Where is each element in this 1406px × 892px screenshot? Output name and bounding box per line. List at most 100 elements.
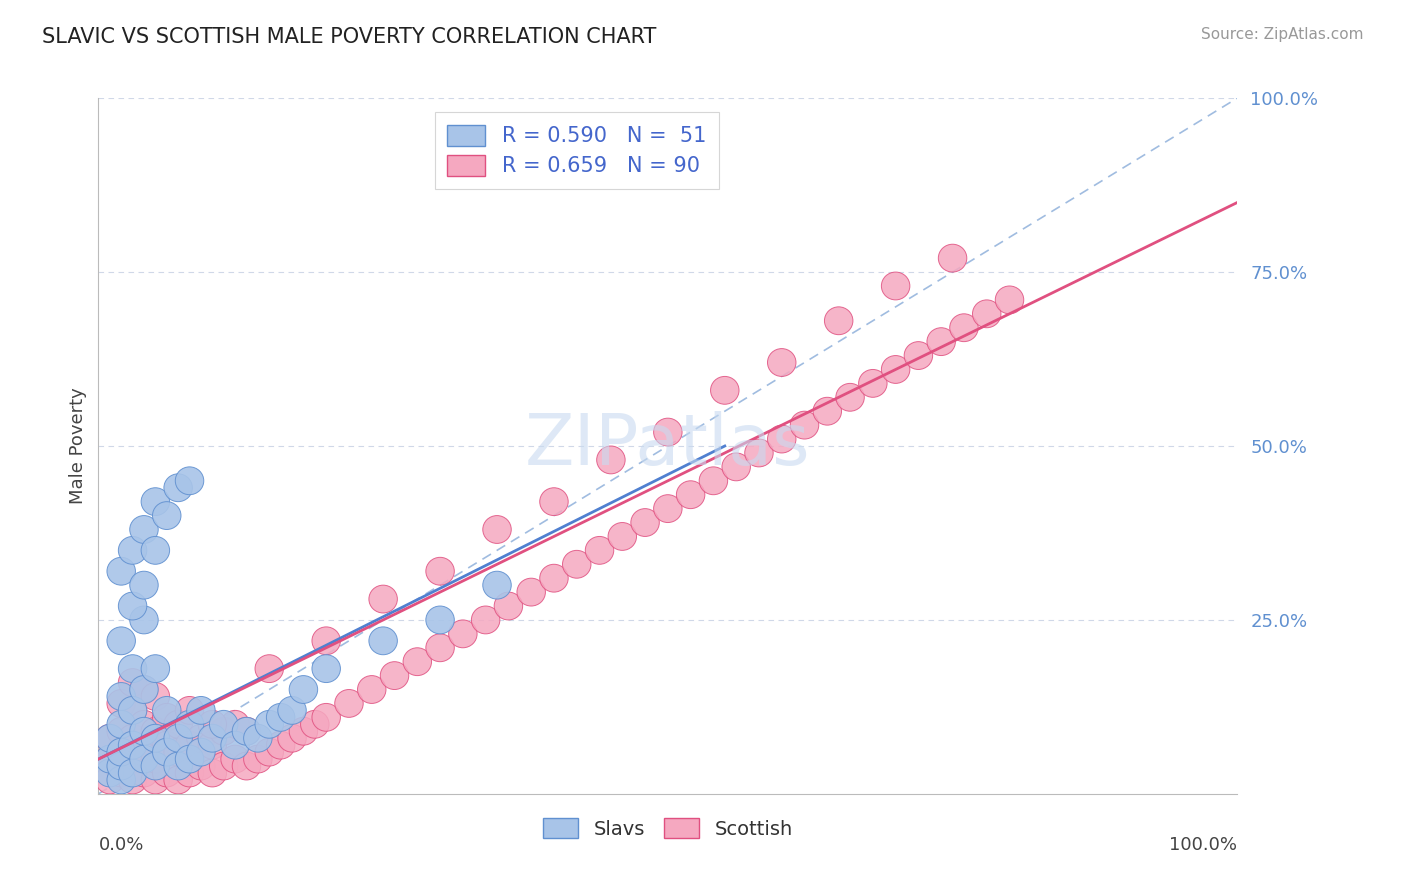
Ellipse shape xyxy=(232,717,260,745)
Ellipse shape xyxy=(129,745,159,773)
Ellipse shape xyxy=(129,710,159,739)
Ellipse shape xyxy=(721,453,751,481)
Ellipse shape xyxy=(118,697,146,724)
Ellipse shape xyxy=(209,752,238,780)
Ellipse shape xyxy=(312,627,340,655)
Ellipse shape xyxy=(107,682,135,710)
Ellipse shape xyxy=(152,697,181,724)
Ellipse shape xyxy=(176,745,204,773)
Ellipse shape xyxy=(882,272,910,300)
Ellipse shape xyxy=(129,606,159,634)
Ellipse shape xyxy=(676,481,704,508)
Ellipse shape xyxy=(118,731,146,759)
Ellipse shape xyxy=(96,724,124,752)
Ellipse shape xyxy=(107,690,135,717)
Ellipse shape xyxy=(165,724,193,752)
Ellipse shape xyxy=(118,724,146,752)
Ellipse shape xyxy=(927,327,956,356)
Ellipse shape xyxy=(654,495,682,523)
Ellipse shape xyxy=(165,474,193,501)
Ellipse shape xyxy=(165,766,193,794)
Ellipse shape xyxy=(449,620,477,648)
Ellipse shape xyxy=(152,704,181,731)
Ellipse shape xyxy=(198,759,226,787)
Ellipse shape xyxy=(107,759,135,787)
Ellipse shape xyxy=(129,571,159,599)
Ellipse shape xyxy=(107,717,135,745)
Ellipse shape xyxy=(141,752,170,780)
Ellipse shape xyxy=(187,724,215,752)
Ellipse shape xyxy=(187,739,215,766)
Ellipse shape xyxy=(198,731,226,759)
Ellipse shape xyxy=(312,704,340,731)
Ellipse shape xyxy=(129,516,159,543)
Ellipse shape xyxy=(312,655,340,682)
Text: Source: ZipAtlas.com: Source: ZipAtlas.com xyxy=(1201,27,1364,42)
Ellipse shape xyxy=(368,627,398,655)
Ellipse shape xyxy=(426,558,454,585)
Ellipse shape xyxy=(176,697,204,724)
Ellipse shape xyxy=(301,710,329,739)
Ellipse shape xyxy=(482,516,512,543)
Ellipse shape xyxy=(209,710,238,739)
Ellipse shape xyxy=(141,488,170,516)
Text: SLAVIC VS SCOTTISH MALE POVERTY CORRELATION CHART: SLAVIC VS SCOTTISH MALE POVERTY CORRELAT… xyxy=(42,27,657,46)
Ellipse shape xyxy=(165,752,193,780)
Ellipse shape xyxy=(118,669,146,697)
Text: 0.0%: 0.0% xyxy=(98,836,143,854)
Ellipse shape xyxy=(209,717,238,745)
Ellipse shape xyxy=(187,697,215,724)
Ellipse shape xyxy=(995,286,1024,314)
Legend: Slavs, Scottish: Slavs, Scottish xyxy=(534,811,801,847)
Ellipse shape xyxy=(129,717,159,745)
Ellipse shape xyxy=(118,655,146,682)
Ellipse shape xyxy=(813,397,842,425)
Ellipse shape xyxy=(187,752,215,780)
Ellipse shape xyxy=(290,717,318,745)
Ellipse shape xyxy=(357,675,387,704)
Ellipse shape xyxy=(232,752,260,780)
Ellipse shape xyxy=(165,739,193,766)
Ellipse shape xyxy=(562,550,591,578)
Ellipse shape xyxy=(254,655,284,682)
Ellipse shape xyxy=(699,467,728,495)
Ellipse shape xyxy=(176,467,204,495)
Ellipse shape xyxy=(141,717,170,745)
Ellipse shape xyxy=(426,606,454,634)
Ellipse shape xyxy=(107,752,135,780)
Ellipse shape xyxy=(96,766,124,794)
Ellipse shape xyxy=(107,558,135,585)
Ellipse shape xyxy=(118,766,146,794)
Ellipse shape xyxy=(278,724,307,752)
Ellipse shape xyxy=(107,739,135,766)
Ellipse shape xyxy=(471,606,501,634)
Ellipse shape xyxy=(107,766,135,794)
Ellipse shape xyxy=(973,300,1001,327)
Ellipse shape xyxy=(631,508,659,536)
Ellipse shape xyxy=(129,675,159,704)
Ellipse shape xyxy=(243,745,273,773)
Ellipse shape xyxy=(221,731,249,759)
Ellipse shape xyxy=(118,745,146,773)
Ellipse shape xyxy=(107,627,135,655)
Ellipse shape xyxy=(835,384,865,411)
Ellipse shape xyxy=(290,675,318,704)
Ellipse shape xyxy=(176,710,204,739)
Ellipse shape xyxy=(141,536,170,565)
Ellipse shape xyxy=(118,592,146,620)
Ellipse shape xyxy=(129,759,159,787)
Ellipse shape xyxy=(141,682,170,710)
Ellipse shape xyxy=(482,571,512,599)
Ellipse shape xyxy=(141,766,170,794)
Ellipse shape xyxy=(118,697,146,724)
Ellipse shape xyxy=(540,565,568,592)
Text: 100.0%: 100.0% xyxy=(1170,836,1237,854)
Ellipse shape xyxy=(768,425,796,453)
Ellipse shape xyxy=(141,745,170,773)
Ellipse shape xyxy=(198,710,226,739)
Ellipse shape xyxy=(859,369,887,397)
Ellipse shape xyxy=(938,244,967,272)
Ellipse shape xyxy=(380,662,409,690)
Ellipse shape xyxy=(540,488,568,516)
Ellipse shape xyxy=(141,724,170,752)
